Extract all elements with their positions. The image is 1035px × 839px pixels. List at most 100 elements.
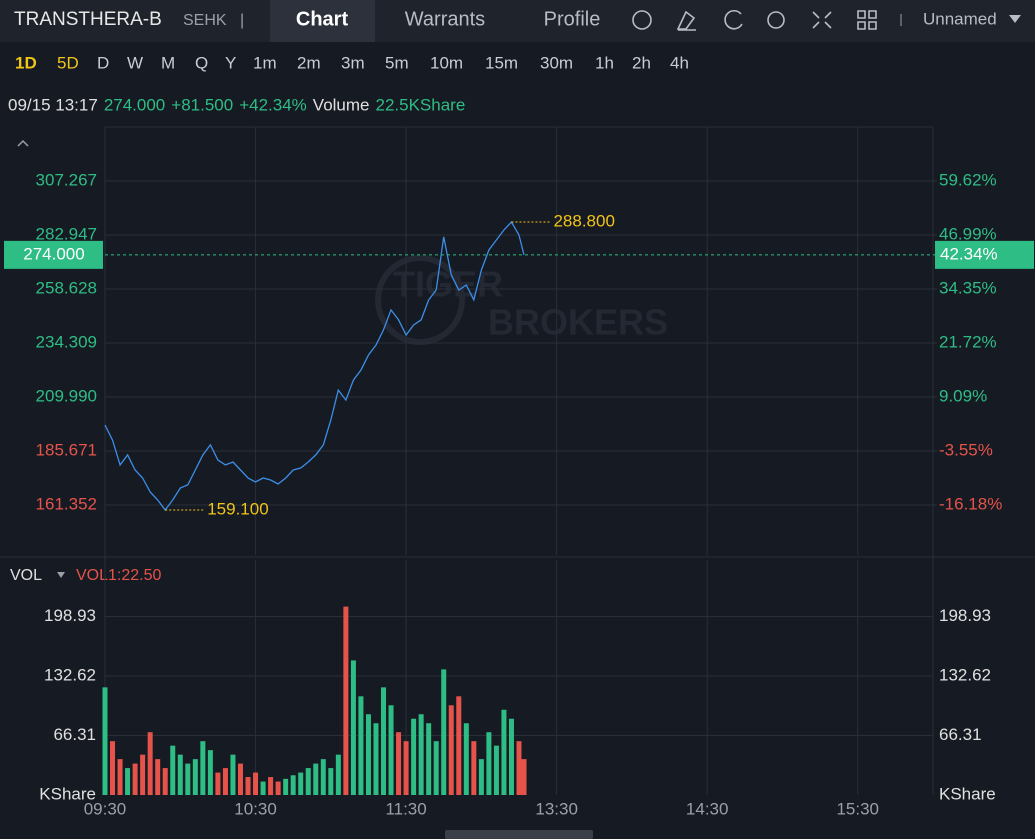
- layout-name[interactable]: Unnamed: [923, 9, 997, 28]
- volume-tick-label: 198.93: [939, 606, 991, 625]
- info-volume: 22.5KShare: [376, 95, 466, 114]
- volume-tick-label: KShare: [39, 784, 96, 803]
- timeframe[interactable]: Y: [225, 53, 236, 72]
- volume-bar: [335, 754, 341, 795]
- active-tab-bg: [270, 0, 375, 42]
- tab[interactable]: Warrants: [405, 8, 485, 30]
- volume-bar: [237, 763, 243, 795]
- volume-bar: [313, 763, 319, 795]
- volume-tick-label: 132.62: [44, 666, 96, 685]
- volume-tick-label: 198.93: [44, 606, 96, 625]
- y2-tick-label: 46.99%: [939, 224, 997, 243]
- volume-bar: [290, 775, 296, 795]
- timeframe[interactable]: 15m: [485, 53, 518, 72]
- volume-bar: [207, 750, 213, 795]
- timeframe[interactable]: M: [161, 53, 175, 72]
- volume-bar: [441, 669, 447, 795]
- volume-bar: [298, 772, 304, 795]
- timeframe[interactable]: 5m: [385, 53, 409, 72]
- y2-tick-label: -16.18%: [939, 494, 1002, 513]
- icon-settings[interactable]: [767, 11, 785, 29]
- volume-bar: [222, 768, 228, 795]
- info-price: 274.000: [104, 95, 165, 114]
- volume-bar: [358, 696, 364, 795]
- timeframe[interactable]: W: [127, 53, 143, 72]
- y-tick-label: 282.947: [36, 224, 97, 243]
- volume-title: VOL: [10, 567, 42, 584]
- symbol: TRANSTHERA-B: [14, 9, 162, 30]
- icon-refresh[interactable]: [724, 9, 743, 30]
- volume-bar: [343, 606, 349, 795]
- vol-dropdown[interactable]: [57, 572, 65, 578]
- volume-bar: [403, 741, 409, 795]
- volume-bar: [245, 777, 251, 795]
- volume-bar: [110, 741, 116, 795]
- volume-bar: [117, 759, 123, 795]
- volume-bar: [140, 754, 146, 795]
- last-percent-label: 42.34%: [940, 244, 998, 263]
- icon-layout[interactable]: [857, 10, 877, 30]
- last-price-box: [4, 240, 103, 269]
- volume-bar: [260, 781, 266, 795]
- volume-tick-label: 66.31: [939, 725, 982, 744]
- timeframe[interactable]: D: [97, 53, 109, 72]
- timeframe[interactable]: 3m: [341, 53, 365, 72]
- volume-bar: [501, 709, 507, 795]
- volume-bar: [102, 687, 108, 795]
- y-tick-label: 307.267: [36, 170, 97, 189]
- volume-bar: [433, 741, 439, 795]
- timeframe[interactable]: Q: [195, 53, 208, 72]
- last-percent-box: [935, 240, 1034, 269]
- y2-tick-label: 34.35%: [939, 278, 997, 297]
- volume-bar: [177, 754, 183, 795]
- timeframe[interactable]: 30m: [540, 53, 573, 72]
- volume-indicator: VOL1:22.50: [76, 567, 162, 584]
- timeframe[interactable]: 10m: [430, 53, 463, 72]
- y-tick-label: 258.628: [36, 278, 97, 297]
- timeframe[interactable]: 4h: [670, 53, 689, 72]
- icon-fullscreen[interactable]: [812, 11, 832, 29]
- tab[interactable]: Chart: [296, 8, 349, 30]
- watermark: BROKERS: [488, 302, 668, 343]
- info-change: +81.500: [171, 95, 233, 114]
- timeframe[interactable]: 2m: [297, 53, 321, 72]
- timeframe[interactable]: 5D: [57, 53, 79, 72]
- volume-bar: [305, 768, 311, 795]
- scrollbar[interactable]: [445, 830, 593, 839]
- x-tick-label: 11:30: [385, 799, 426, 818]
- icon-draw[interactable]: [676, 10, 696, 31]
- volume-bar: [426, 723, 432, 795]
- x-tick-label: 15:30: [836, 799, 879, 818]
- volume-bar: [493, 745, 499, 795]
- x-tick-label: 14:30: [686, 799, 729, 818]
- timeframe[interactable]: 1h: [595, 53, 614, 72]
- y2-tick-label: 9.09%: [939, 386, 987, 405]
- watermark-logo: [375, 255, 465, 345]
- tab[interactable]: Profile: [544, 8, 601, 30]
- x-tick-label: 09:30: [84, 799, 127, 818]
- volume-bar: [215, 772, 221, 795]
- timeframe[interactable]: 2h: [632, 53, 651, 72]
- y-tick-label: 209.990: [36, 386, 97, 405]
- icon-gauge[interactable]: [632, 10, 652, 30]
- timeframe[interactable]: 1D: [15, 53, 37, 72]
- y-tick-label: 234.309: [36, 332, 97, 351]
- timeframe[interactable]: 1m: [253, 53, 277, 72]
- y-tick-label: 161.352: [36, 494, 97, 513]
- exchange: SEHK: [183, 12, 227, 29]
- y2-tick-label: 21.72%: [939, 332, 997, 351]
- top-bar: [0, 0, 1035, 42]
- toolbar-icons: [632, 9, 877, 31]
- volume-bar: [411, 718, 417, 795]
- dropdown-arrow[interactable]: [1009, 15, 1021, 23]
- volume-bar: [162, 768, 168, 795]
- y2-tick-label: -3.55%: [939, 440, 993, 459]
- volume-bar: [521, 759, 527, 795]
- volume-bar: [185, 763, 191, 795]
- volume-bar: [448, 705, 454, 795]
- volume-bar: [350, 660, 356, 795]
- collapse-arrow[interactable]: [17, 139, 29, 147]
- high-label: 288.800: [553, 211, 614, 230]
